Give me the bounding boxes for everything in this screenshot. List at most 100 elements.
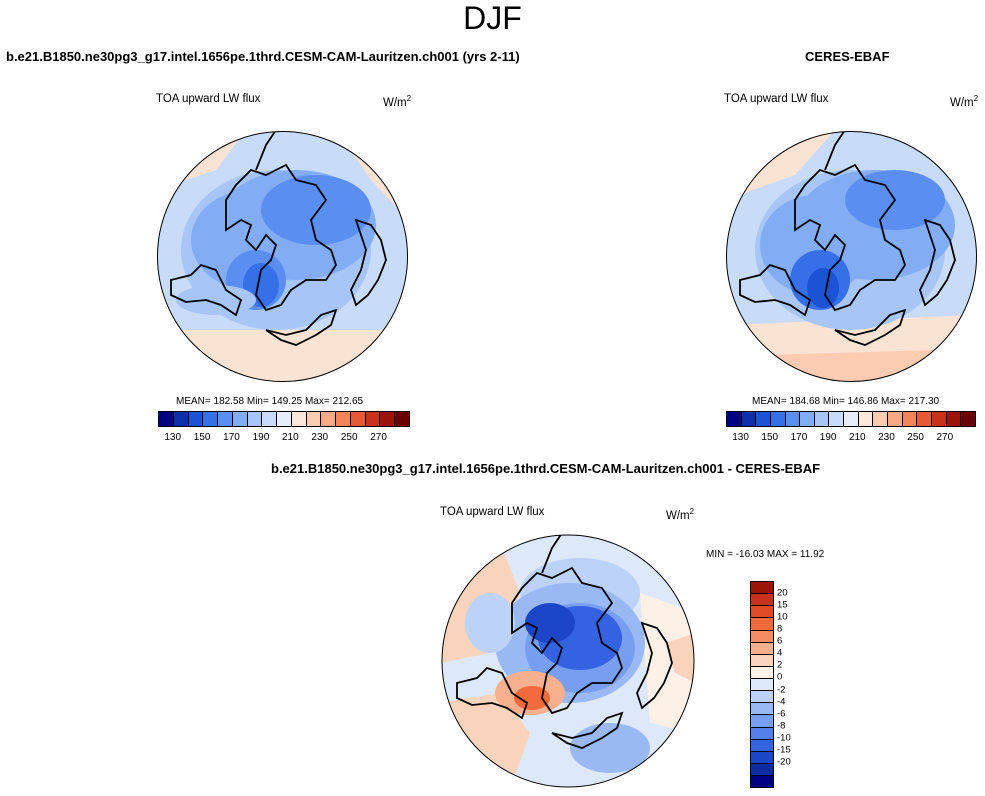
panel-diff-colorbar-color-box: [751, 606, 773, 619]
panel-model-colorbar-color-box: [350, 412, 366, 426]
panel-diff-colorbar-tick-label: -2: [777, 684, 786, 696]
panel-obs-colorbar-color-box: [844, 412, 859, 426]
panel-diff-colorbar-tick-label: 20: [777, 587, 788, 599]
panel-model-colorbar-tick-label: 270: [370, 432, 387, 443]
panel-obs-map: [726, 131, 977, 382]
panel-diff-colorbar-color-box: [751, 691, 773, 704]
panel-obs-colorbar-tick-label: 150: [761, 432, 779, 443]
panel-diff-colorbar-color-box: [751, 642, 773, 655]
figure-title: DJF: [463, 0, 522, 36]
panel-model-colorbar-color-box: [380, 412, 396, 426]
panel-model-colorbar-color-box: [277, 412, 292, 426]
panel-diff-colorbar-tick-label: -8: [777, 720, 786, 732]
panel-diff-colorbar-tick-label: -20: [777, 756, 791, 768]
panel-obs-stats: MEAN= 184.68 Min= 146.86 Max= 217.30: [752, 396, 940, 407]
panel-obs-colorbar-color-box: [756, 412, 771, 426]
panel-obs-var-label: TOA upward LW flux: [724, 93, 829, 105]
panel-model-stats: MEAN= 182.58 Min= 149.25 Max= 212.65: [176, 396, 364, 407]
panel-diff-title: b.e21.B1850.ne30pg3_g17.intel.1656pe.1th…: [271, 461, 821, 476]
panel-model-colorbar-tick-label: 190: [252, 432, 270, 443]
panel-model-colorbar-color-box: [159, 412, 174, 426]
panel-diff-colorbar-color-box: [751, 776, 773, 788]
panel-diff-colorbar-color-box: [751, 654, 773, 667]
panel-model-colorbar: [158, 411, 410, 427]
panel-model-colorbar-tick-label: 230: [311, 432, 329, 443]
panel-diff-colorbar-color-box: [751, 727, 773, 740]
panel-diff-colorbar-ticks: 20 15 10 8 6 4 2 0 -2 -4 -6 -8 -10 -15 -20: [777, 581, 817, 786]
panel-diff-map: [441, 534, 695, 788]
panel-diff-units: W/m2: [666, 507, 695, 522]
panel-model-var-label: TOA upward LW flux: [156, 93, 261, 105]
panel-obs-colorbar: [726, 411, 976, 427]
panel-model-units: W/m2: [383, 94, 412, 109]
panel-diff-colorbar-tick-label: 0: [777, 671, 783, 683]
panel-diff-colorbar-color-box: [751, 679, 773, 692]
panel-diff-colorbar-color-box: [751, 703, 773, 716]
panel-obs-colorbar-color-box: [858, 412, 874, 426]
panel-diff-var-label: TOA upward LW flux: [440, 506, 545, 518]
panel-obs-colorbar-color-box: [770, 412, 786, 426]
panel-diff-colorbar-color-box: [751, 630, 773, 643]
panel-model-colorbar-color-box: [291, 412, 307, 426]
panel-model-colorbar-color-box: [247, 412, 263, 426]
panel-model-colorbar-tick-label: 170: [223, 432, 240, 443]
panel-diff-colorbar-tick-label: 2: [777, 659, 783, 671]
panel-model-colorbar-tick-label: 130: [164, 432, 182, 443]
panel-model-colorbar-color-box: [232, 412, 248, 426]
panel-diff-colorbar-tick-label: 10: [777, 611, 788, 623]
panel-model-colorbar-color-box: [218, 412, 233, 426]
panel-diff-colorbar-color-box: [751, 715, 773, 728]
panel-obs-colorbar-color-box: [800, 412, 815, 426]
panel-diff-stats: MIN = -16.03 MAX = 11.92: [706, 549, 825, 560]
panel-obs-colorbar-color-box: [785, 412, 801, 426]
panel-obs-colorbar-color-box: [873, 412, 889, 426]
panel-model-colorbar-ticks: 130 150 170 190 210 230 250 270: [158, 432, 408, 444]
panel-obs-colorbar-color-box: [814, 412, 830, 426]
panel-diff-colorbar-tick-label: 8: [777, 623, 783, 635]
panel-diff-colorbar-color-box: [751, 594, 773, 607]
panel-obs-colorbar-color-box: [931, 412, 947, 426]
panel-diff-colorbar-tick-label: -10: [777, 732, 791, 744]
panel-model-colorbar-color-box: [173, 412, 189, 426]
panel-diff-colorbar-color-box: [751, 618, 773, 631]
panel-model-map: [157, 131, 408, 382]
panel-model-colorbar-color-box: [336, 412, 351, 426]
panel-obs-colorbar-color-box: [888, 412, 903, 426]
panel-obs-colorbar-ticks: 130 150 170 190 210 230 250 270: [726, 432, 974, 444]
panel-obs-colorbar-tick-label: 270: [936, 432, 954, 443]
panel-model-colorbar-color-box: [262, 412, 278, 426]
panel-obs-colorbar-tick-label: 210: [848, 432, 866, 443]
panel-model-colorbar-color-box: [395, 412, 410, 426]
panel-diff-colorbar-color-box: [751, 582, 773, 595]
panel-obs-colorbar-color-box: [741, 412, 757, 426]
panel-obs-colorbar-color-box: [829, 412, 845, 426]
panel-obs-colorbar-color-box: [917, 412, 932, 426]
panel-obs-colorbar-color-box: [961, 412, 975, 426]
panel-obs-colorbar-tick-label: 190: [819, 432, 837, 443]
panel-obs-title: CERES-EBAF: [805, 49, 890, 64]
panel-model-colorbar-color-box: [203, 412, 219, 426]
panel-diff-colorbar-tick-label: -4: [777, 696, 786, 708]
panel-model-title: b.e21.B1850.ne30pg3_g17.intel.1656pe.1th…: [6, 49, 520, 64]
panel-diff-colorbar-tick-label: 6: [777, 635, 783, 647]
panel-diff-colorbar-color-box: [751, 666, 773, 679]
panel-diff-colorbar-tick-label: -15: [777, 744, 791, 756]
panel-model-colorbar-tick-label: 250: [340, 432, 358, 443]
panel-diff-colorbar-tick-label: 4: [777, 647, 783, 659]
panel-diff-colorbar: [750, 581, 774, 788]
panel-model-colorbar-color-box: [306, 412, 322, 426]
panel-obs-colorbar-color-box: [727, 412, 742, 426]
panel-obs-colorbar-tick-label: 230: [878, 432, 895, 443]
panel-model-colorbar-color-box: [365, 412, 381, 426]
panel-model-colorbar-tick-label: 150: [193, 432, 211, 443]
panel-obs-colorbar-tick-label: 130: [732, 432, 749, 443]
panel-diff-colorbar-tick-label: -6: [777, 708, 786, 720]
panel-obs-colorbar-color-box: [946, 412, 962, 426]
panel-obs-units: W/m2: [950, 94, 979, 109]
panel-obs-colorbar-tick-label: 170: [790, 432, 808, 443]
panel-model-colorbar-color-box: [188, 412, 204, 426]
panel-diff-colorbar-color-box: [751, 751, 773, 764]
panel-diff-colorbar-color-box: [751, 739, 773, 752]
panel-diff-colorbar-tick-label: 15: [777, 599, 788, 611]
panel-obs-colorbar-tick-label: 250: [907, 432, 924, 443]
